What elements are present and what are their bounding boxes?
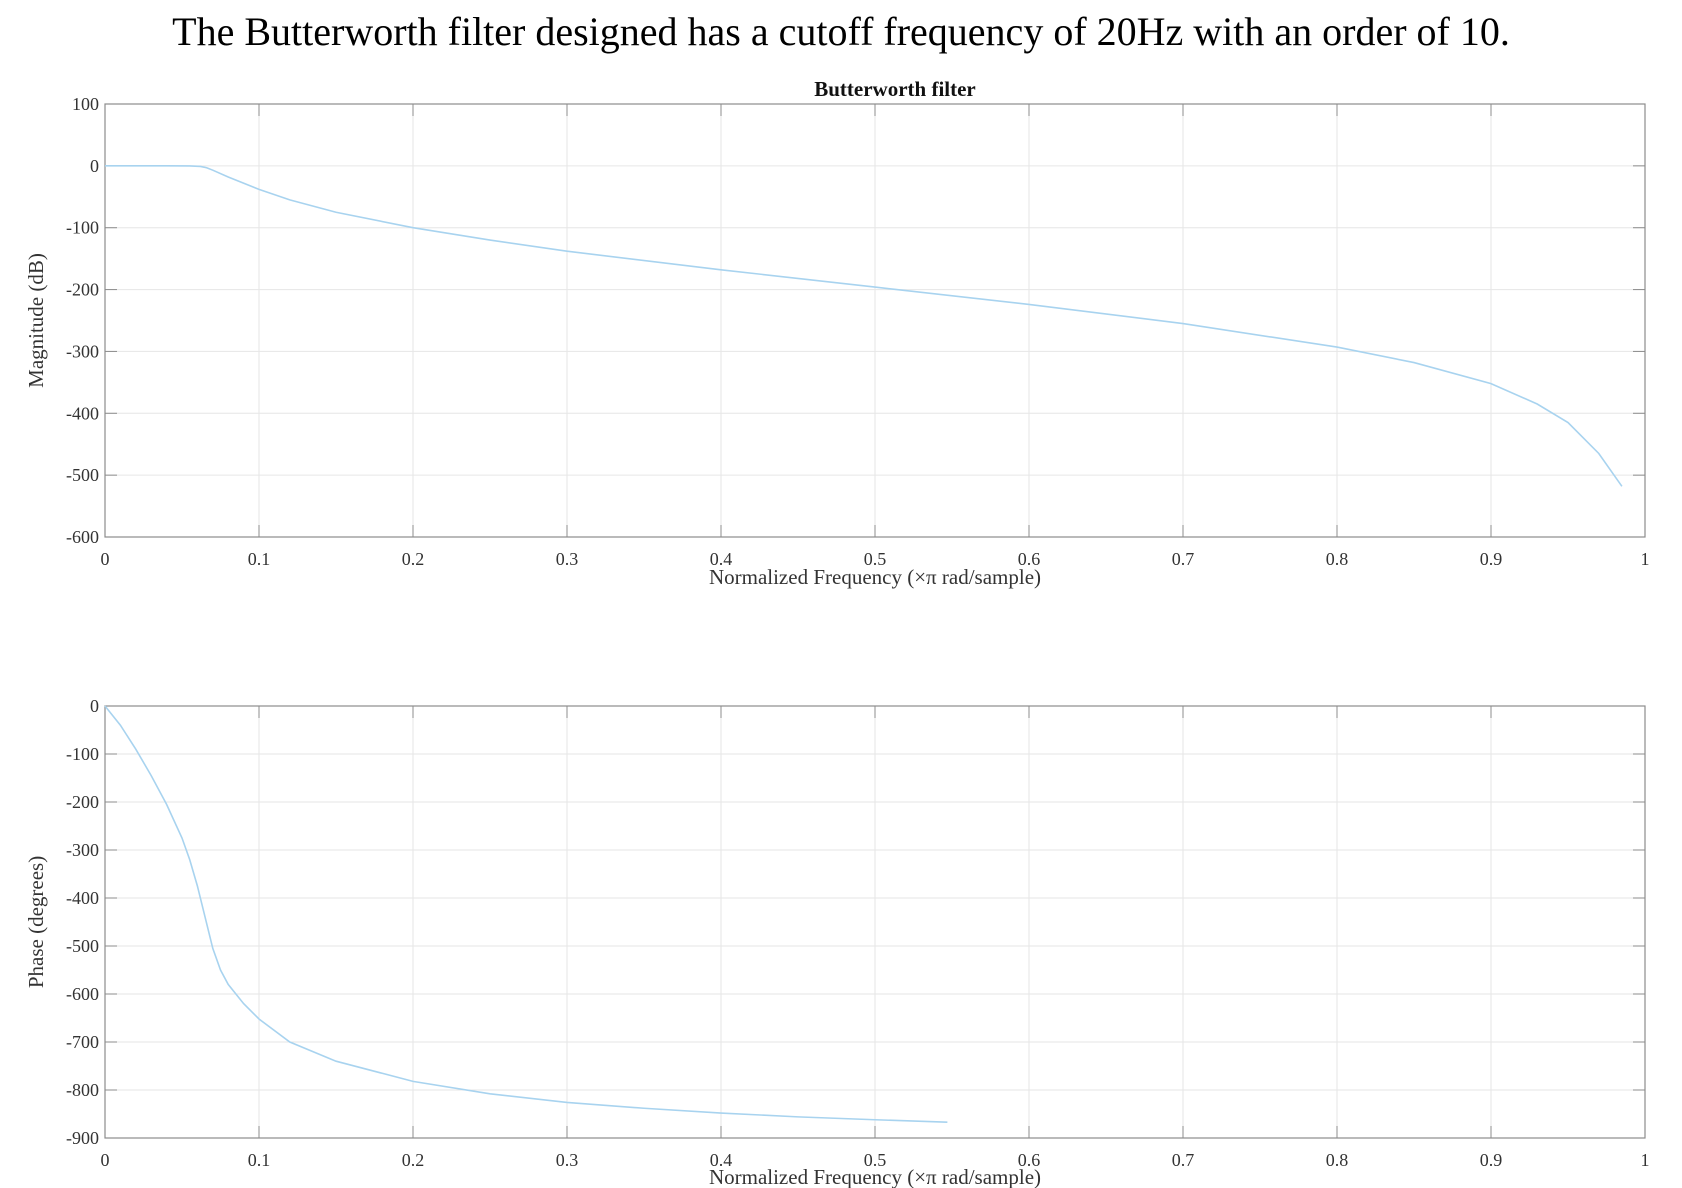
- x-tick-label: 0.8: [1326, 549, 1349, 569]
- y-tick-label: -500: [66, 936, 99, 956]
- x-tick-label: 1: [1641, 1150, 1650, 1170]
- y-tick-label: -500: [66, 465, 99, 485]
- phase-response-line: [104, 705, 948, 1123]
- x-tick-label: 0.3: [556, 549, 579, 569]
- magnitude-plot: 0 0.1 0.2 0.3 0.4 0.5 0.6 0.7 0.8 0.9 1 100 0 -100 -20…: [24, 77, 1650, 589]
- x-tick-label: 0.1: [248, 549, 271, 569]
- x-tick-label: 0.9: [1480, 549, 1503, 569]
- x-tick-label: 0.5: [864, 1150, 887, 1170]
- x-axis-label: Normalized Frequency (×π rad/sample): [709, 1165, 1041, 1188]
- chart-title: Butterworth filter: [814, 77, 976, 101]
- y-tick-label: -900: [66, 1128, 99, 1148]
- y-tick-label: -600: [66, 984, 99, 1004]
- x-tick-label: 0.8: [1326, 1150, 1349, 1170]
- y-tick-label: -200: [66, 792, 99, 812]
- y-tick-label: -400: [66, 403, 99, 423]
- x-tick-label: 0.6: [1018, 1150, 1041, 1170]
- y-tick-label: -600: [66, 527, 99, 547]
- y-tick-label: -300: [66, 341, 99, 361]
- y-tick-label: -200: [66, 280, 99, 300]
- x-tick-label: 0: [101, 1150, 110, 1170]
- x-tick-label: 0.6: [1018, 549, 1041, 569]
- y-axis-label: Phase (degrees): [24, 856, 48, 988]
- x-tick-label: 0.4: [710, 1150, 733, 1170]
- x-tick-label: 0.1: [248, 1150, 271, 1170]
- x-tick-label: 0: [101, 549, 110, 569]
- x-tick-label: 0.7: [1172, 1150, 1195, 1170]
- x-axis-label: Normalized Frequency (×π rad/sample): [709, 565, 1041, 589]
- y-tick-label: -800: [66, 1080, 99, 1100]
- y-tick-label: 0: [90, 696, 99, 716]
- y-tick-label: 0: [90, 156, 99, 176]
- x-tick-label: 0.4: [710, 549, 733, 569]
- x-tick-label: 0.9: [1480, 1150, 1503, 1170]
- phase-plot: 0 0.1 0.2 0.3 0.4 0.5 0.6 0.7 0.8 0.9 1 0 -100 -200 -3…: [24, 696, 1650, 1188]
- y-tick-label: -700: [66, 1032, 99, 1052]
- y-tick-label: -400: [66, 888, 99, 908]
- x-tick-label: 0.7: [1172, 549, 1195, 569]
- x-tick-label: 0.5: [864, 549, 887, 569]
- x-tick-label: 1: [1641, 549, 1650, 569]
- y-tick-label: 100: [72, 94, 99, 114]
- x-tick-label: 0.2: [402, 1150, 425, 1170]
- x-tick-label: 0.2: [402, 549, 425, 569]
- x-tick-label: 0.3: [556, 1150, 579, 1170]
- y-tick-label: -300: [66, 840, 99, 860]
- magnitude-response-line: [105, 165, 1623, 487]
- y-tick-label: -100: [66, 744, 99, 764]
- y-tick-label: -100: [66, 218, 99, 238]
- y-axis-label: Magnitude (dB): [24, 253, 48, 388]
- figure-caption: The Butterworth filter designed has a cu…: [172, 9, 1510, 54]
